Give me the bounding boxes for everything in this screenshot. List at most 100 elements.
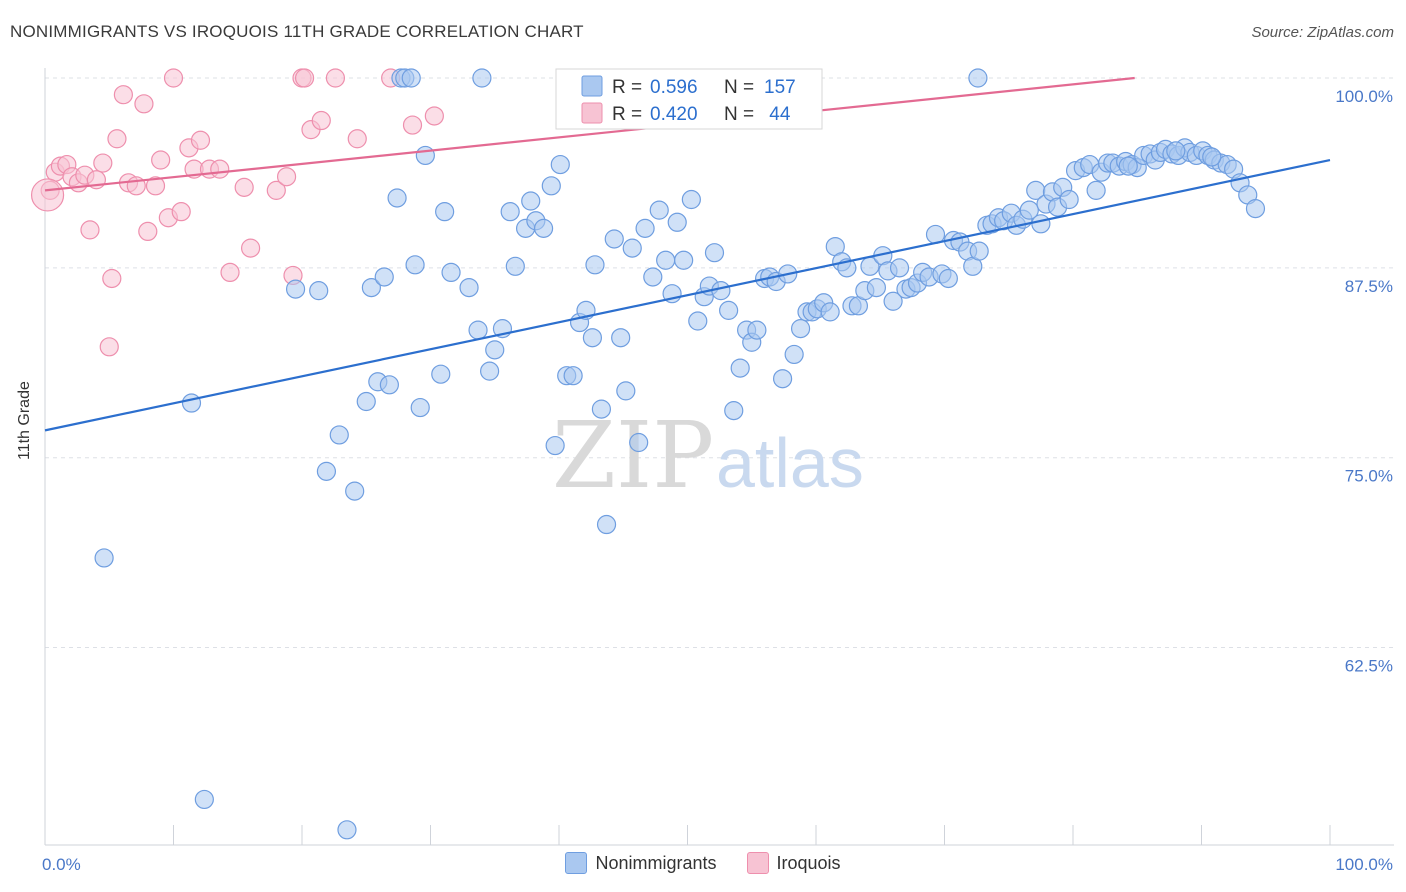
point-nonimmigrants bbox=[500, 202, 520, 222]
point-nonimmigrants bbox=[545, 435, 565, 456]
legend-swatch-blue bbox=[581, 75, 603, 97]
point-nonimmigrants bbox=[969, 241, 989, 261]
point-nonimmigrants bbox=[345, 481, 365, 501]
point-nonimmigrants bbox=[704, 243, 725, 263]
point-nonimmigrants bbox=[889, 258, 910, 278]
legend-swatch-iroquois bbox=[746, 852, 769, 874]
point-iroquois bbox=[347, 129, 367, 149]
point-nonimmigrants bbox=[938, 268, 958, 289]
trend-line-iroquois bbox=[44, 76, 1135, 192]
point-iroquois bbox=[93, 153, 113, 173]
legend-r-value-2: 0.420 bbox=[650, 104, 698, 125]
point-iroquois bbox=[145, 176, 166, 196]
point-nonimmigrants bbox=[285, 279, 306, 299]
point-iroquois bbox=[80, 220, 100, 240]
point-nonimmigrants bbox=[563, 366, 583, 386]
legend-item-iroquois: Iroquois bbox=[746, 852, 841, 874]
point-nonimmigrants bbox=[585, 255, 605, 275]
y-tick-label: 87.5% bbox=[1345, 277, 1393, 296]
point-nonimmigrants bbox=[550, 154, 570, 175]
point-nonimmigrants bbox=[468, 320, 488, 340]
legend-item-nonimmigrants: Nonimmigrants bbox=[565, 852, 717, 874]
point-nonimmigrants bbox=[1118, 156, 1138, 176]
legend-r-label-2: R = bbox=[612, 104, 642, 125]
point-nonimmigrants bbox=[681, 189, 701, 210]
legend-top: R = 0.596 N = 157 R = 0.420 N = 44 bbox=[555, 68, 823, 130]
point-nonimmigrants bbox=[379, 375, 399, 395]
series-iroquois bbox=[30, 68, 444, 357]
x-tick-label-start: 0.0% bbox=[42, 855, 81, 874]
point-nonimmigrants bbox=[356, 391, 376, 412]
point-nonimmigrants bbox=[719, 300, 739, 320]
point-nonimmigrants bbox=[431, 364, 451, 384]
point-nonimmigrants bbox=[635, 218, 655, 238]
y-tick-label: 100.0% bbox=[1335, 87, 1393, 106]
point-nonimmigrants bbox=[505, 256, 525, 276]
point-nonimmigrants bbox=[604, 229, 624, 249]
point-nonimmigrants bbox=[784, 344, 804, 365]
chart-title: NONIMMIGRANTS VS IROQUOIS 11TH GRADE COR… bbox=[10, 22, 584, 41]
point-nonimmigrants bbox=[329, 425, 349, 445]
point-iroquois bbox=[99, 337, 119, 357]
point-nonimmigrants bbox=[591, 399, 612, 419]
point-iroquois bbox=[220, 262, 240, 283]
point-nonimmigrants bbox=[643, 267, 663, 287]
point-nonimmigrants bbox=[820, 302, 840, 322]
legend-n-label-2: N = bbox=[724, 104, 754, 125]
point-nonimmigrants bbox=[711, 281, 731, 301]
point-nonimmigrants bbox=[866, 277, 886, 298]
point-iroquois bbox=[241, 238, 261, 258]
point-nonimmigrants bbox=[1031, 214, 1051, 234]
point-nonimmigrants bbox=[790, 319, 811, 339]
point-iroquois bbox=[151, 150, 171, 170]
point-nonimmigrants bbox=[674, 250, 694, 270]
point-iroquois bbox=[30, 178, 65, 212]
point-iroquois bbox=[266, 180, 286, 200]
y-tick-label: 62.5% bbox=[1345, 657, 1393, 676]
point-nonimmigrants bbox=[309, 281, 329, 301]
watermark: ZIP atlas bbox=[552, 402, 864, 509]
trend-lines bbox=[44, 76, 1331, 432]
point-nonimmigrants bbox=[194, 789, 214, 810]
legend-n-value-1: 157 bbox=[764, 77, 796, 98]
point-nonimmigrants bbox=[611, 328, 631, 348]
point-nonimmigrants bbox=[374, 267, 394, 287]
point-nonimmigrants bbox=[667, 212, 687, 232]
point-iroquois bbox=[294, 68, 315, 88]
point-nonimmigrants bbox=[724, 401, 744, 421]
point-iroquois bbox=[134, 94, 154, 114]
legend-label-nonimmigrants: Nonimmigrants bbox=[595, 852, 717, 873]
point-nonimmigrants bbox=[401, 68, 421, 88]
legend-swatch-pink bbox=[581, 102, 603, 124]
point-nonimmigrants bbox=[181, 393, 202, 413]
point-nonimmigrants bbox=[459, 277, 479, 298]
point-iroquois bbox=[107, 129, 127, 149]
point-iroquois bbox=[311, 110, 331, 131]
point-nonimmigrants bbox=[1166, 141, 1186, 161]
x-tick-label-end: 100.0% bbox=[1335, 855, 1393, 874]
trend-line-nonimmigrants bbox=[44, 158, 1331, 432]
point-iroquois bbox=[190, 130, 211, 150]
legend-bottom: Nonimmigrants Iroquois bbox=[0, 852, 1406, 874]
point-nonimmigrants bbox=[521, 191, 541, 211]
point-nonimmigrants bbox=[337, 820, 357, 840]
point-iroquois bbox=[325, 68, 346, 88]
series-nonimmigrants bbox=[94, 68, 1266, 840]
y-tick-label: 75.0% bbox=[1345, 467, 1393, 486]
point-nonimmigrants bbox=[410, 397, 430, 418]
point-nonimmigrants bbox=[1059, 189, 1079, 210]
point-nonimmigrants bbox=[316, 461, 337, 481]
point-nonimmigrants bbox=[649, 200, 669, 220]
point-iroquois bbox=[138, 221, 158, 241]
point-nonimmigrants bbox=[1086, 180, 1106, 200]
x-tick-labels: 0.0% 100.0% bbox=[42, 855, 1393, 874]
watermark-zip: ZIP bbox=[552, 402, 714, 509]
point-nonimmigrants bbox=[629, 432, 649, 453]
point-nonimmigrants bbox=[485, 340, 505, 360]
point-iroquois bbox=[113, 85, 133, 105]
legend-r-value-1: 0.596 bbox=[650, 77, 698, 98]
point-iroquois bbox=[402, 115, 423, 135]
point-nonimmigrants bbox=[1019, 200, 1039, 220]
point-nonimmigrants bbox=[480, 361, 500, 381]
point-nonimmigrants bbox=[441, 262, 461, 283]
